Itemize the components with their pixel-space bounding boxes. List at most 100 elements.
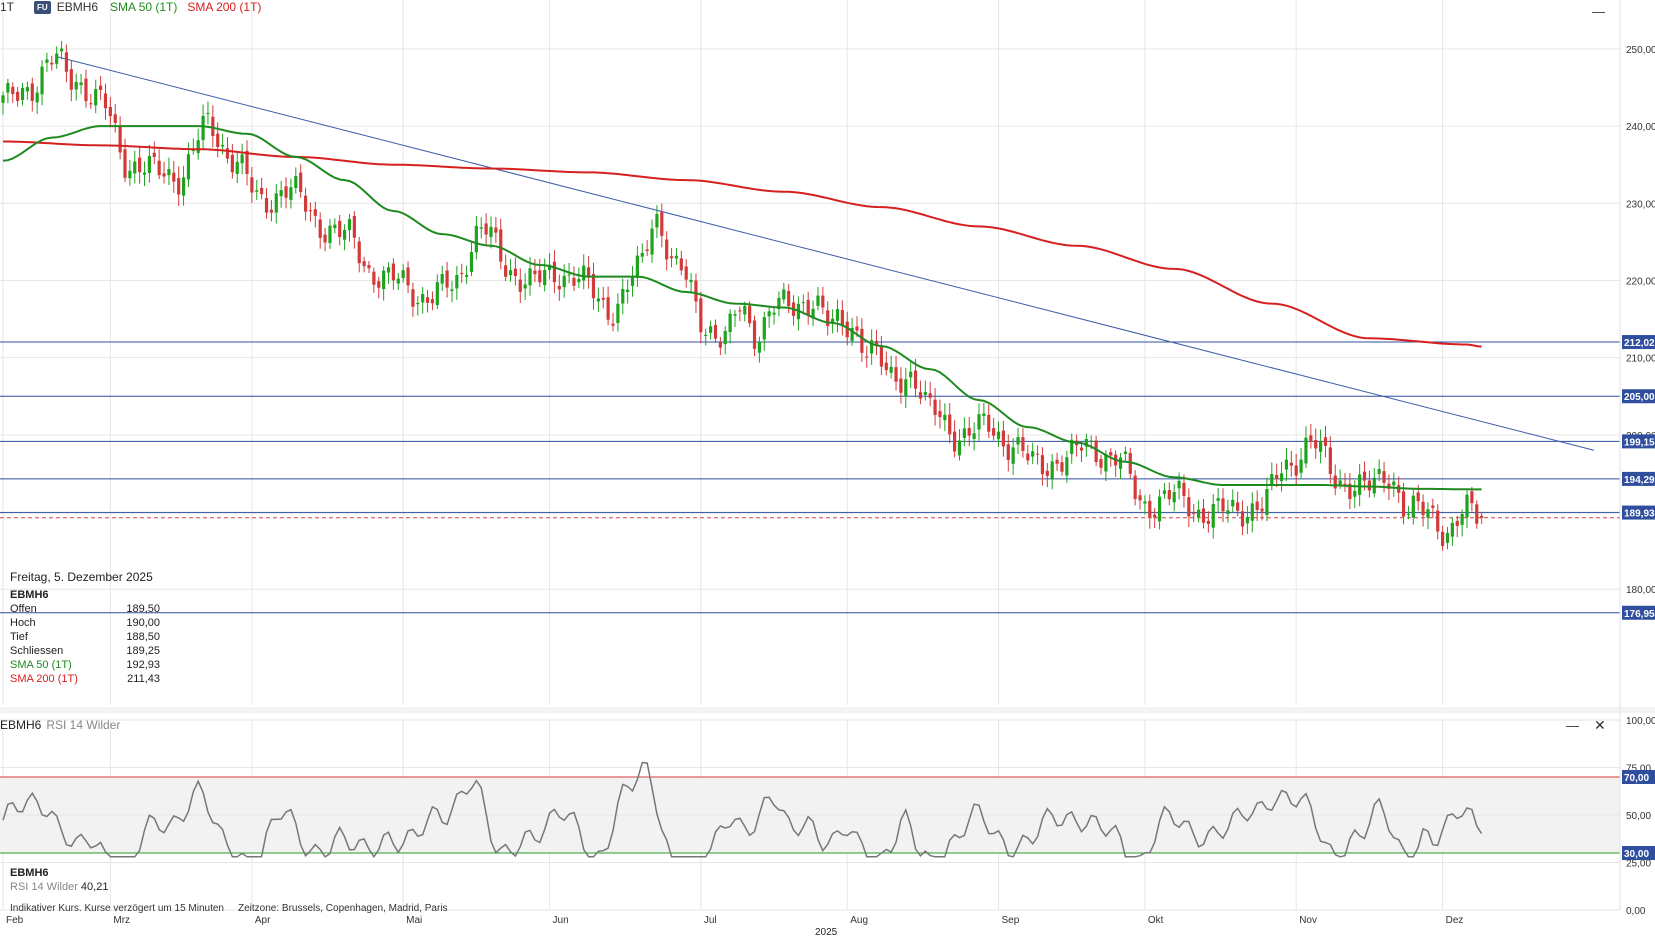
sma50-legend[interactable]: SMA 50 (1T)	[110, 0, 178, 14]
candle-body[interactable]	[1377, 468, 1381, 474]
candle-body[interactable]	[626, 289, 630, 292]
candle-body[interactable]	[1133, 475, 1137, 499]
candle-body[interactable]	[606, 297, 610, 320]
candle-body[interactable]	[767, 311, 771, 317]
candle-body[interactable]	[967, 427, 971, 436]
candle-body[interactable]	[894, 367, 898, 382]
candle-body[interactable]	[709, 326, 713, 333]
candle-body[interactable]	[777, 297, 781, 310]
rsi-line[interactable]	[2, 761, 1483, 859]
candle-body[interactable]	[235, 161, 239, 174]
candle-body[interactable]	[396, 278, 400, 284]
candle-body[interactable]	[69, 69, 73, 90]
candle-body[interactable]	[181, 177, 186, 196]
candle-body[interactable]	[1065, 457, 1069, 476]
candle-body[interactable]	[689, 279, 693, 283]
candle-body[interactable]	[206, 112, 210, 114]
candle-body[interactable]	[1323, 437, 1328, 446]
candle-body[interactable]	[953, 431, 957, 452]
candle-body[interactable]	[1172, 492, 1176, 503]
candle-body[interactable]	[1006, 444, 1010, 460]
candle-body[interactable]	[289, 187, 293, 200]
candle-body[interactable]	[1099, 459, 1103, 468]
candle-body[interactable]	[1245, 517, 1249, 524]
candle-body[interactable]	[1279, 473, 1284, 482]
candle-body[interactable]	[1406, 513, 1411, 515]
candle-body[interactable]	[411, 289, 415, 307]
candle-body[interactable]	[79, 82, 83, 85]
candle-body[interactable]	[152, 152, 156, 157]
candle-body[interactable]	[1392, 481, 1396, 486]
candle-body[interactable]	[1299, 459, 1303, 473]
candle-body[interactable]	[1387, 483, 1391, 489]
candle-body[interactable]	[89, 103, 93, 105]
candle-body[interactable]	[323, 234, 327, 243]
candle-body[interactable]	[123, 149, 127, 178]
candle-body[interactable]	[440, 274, 444, 284]
candle-body[interactable]	[1421, 501, 1425, 516]
candle-body[interactable]	[1270, 473, 1274, 486]
candle-body[interactable]	[1084, 439, 1088, 447]
candle-body[interactable]	[640, 252, 644, 257]
candle-body[interactable]	[1260, 508, 1264, 512]
candle-body[interactable]	[357, 241, 361, 264]
candle-body[interactable]	[11, 86, 15, 95]
candle-body[interactable]	[528, 268, 532, 286]
candle-body[interactable]	[1431, 505, 1435, 508]
candle-body[interactable]	[723, 330, 727, 345]
candle-body[interactable]	[386, 267, 391, 273]
candle-body[interactable]	[1035, 453, 1040, 455]
candle-body[interactable]	[518, 279, 522, 292]
candle-body[interactable]	[157, 160, 161, 176]
candle-body[interactable]	[1079, 447, 1084, 451]
candle-body[interactable]	[142, 172, 147, 175]
candle-body[interactable]	[850, 327, 854, 341]
symbol-label[interactable]: EBMH6	[56, 0, 99, 14]
candle-body[interactable]	[1162, 490, 1167, 494]
candle-body[interactable]	[874, 340, 879, 345]
candle-body[interactable]	[474, 225, 478, 253]
candle-body[interactable]	[1275, 474, 1279, 480]
candle-body[interactable]	[616, 303, 620, 324]
candle-body[interactable]	[162, 173, 166, 177]
candle-body[interactable]	[455, 275, 459, 289]
candle-body[interactable]	[1167, 490, 1171, 500]
candle-body[interactable]	[1026, 453, 1030, 461]
candle-body[interactable]	[504, 265, 508, 277]
candle-body[interactable]	[1104, 454, 1108, 472]
candle-body[interactable]	[1021, 437, 1025, 451]
candle-body[interactable]	[816, 295, 820, 306]
candle-body[interactable]	[835, 309, 840, 321]
candle-body[interactable]	[972, 433, 976, 439]
candle-body[interactable]	[1016, 437, 1020, 445]
candle-body[interactable]	[421, 294, 425, 303]
candle-body[interactable]	[987, 414, 991, 432]
candle-body[interactable]	[1070, 439, 1074, 454]
candle-body[interactable]	[1148, 500, 1152, 518]
candle-body[interactable]	[128, 170, 132, 179]
candle-body[interactable]	[1138, 495, 1142, 501]
candle-body[interactable]	[870, 340, 874, 354]
candle-body[interactable]	[113, 114, 117, 123]
candle-body[interactable]	[1343, 483, 1347, 485]
candle-body[interactable]	[1353, 491, 1357, 497]
candle-body[interactable]	[118, 126, 122, 153]
candle-body[interactable]	[855, 326, 859, 331]
candle-body[interactable]	[191, 150, 195, 152]
candle-body[interactable]	[1216, 498, 1220, 501]
candle-body[interactable]	[1201, 508, 1206, 523]
candle-body[interactable]	[138, 157, 142, 173]
candle-body[interactable]	[1055, 459, 1059, 464]
rsi-title-symbol[interactable]: EBMH6	[0, 718, 42, 732]
candle-body[interactable]	[1333, 475, 1337, 489]
interval-label[interactable]: 1T	[0, 0, 15, 14]
candle-body[interactable]	[1192, 512, 1196, 514]
candle-body[interactable]	[1265, 488, 1269, 516]
candle-body[interactable]	[401, 270, 405, 279]
candle-body[interactable]	[1143, 501, 1147, 504]
candle-body[interactable]	[391, 263, 395, 281]
candle-body[interactable]	[1284, 459, 1289, 470]
candle-body[interactable]	[489, 226, 493, 237]
candle-body[interactable]	[1240, 511, 1245, 527]
candle-body[interactable]	[1289, 462, 1293, 466]
